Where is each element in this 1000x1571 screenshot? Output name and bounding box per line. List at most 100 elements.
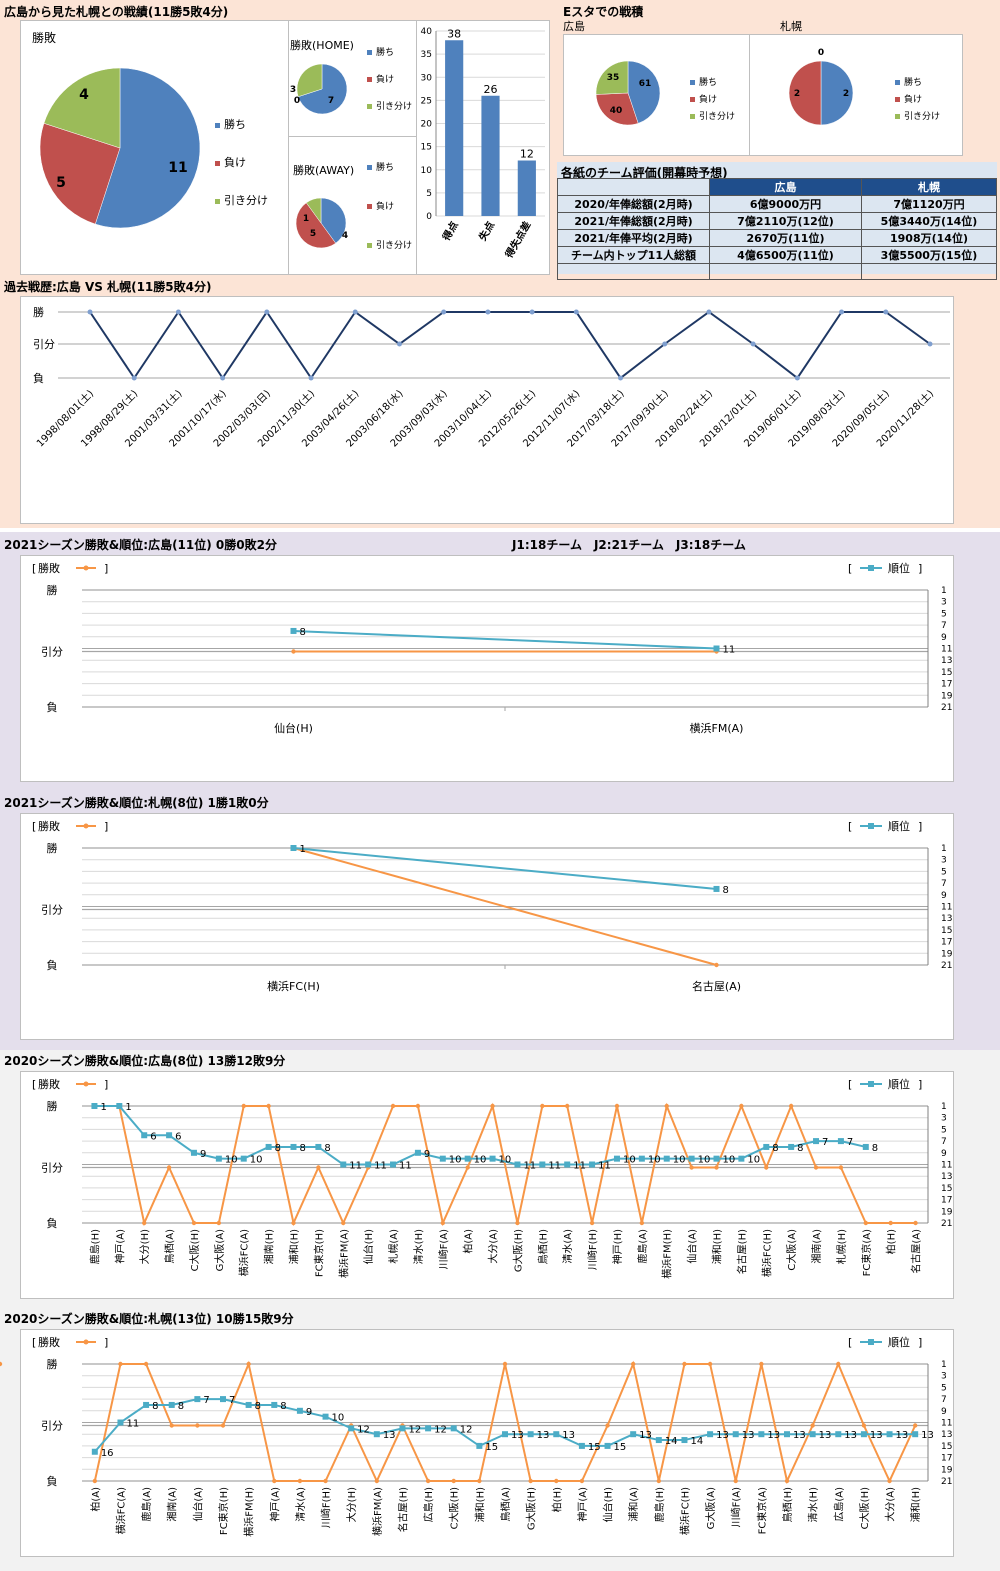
result-point [425, 1478, 431, 1484]
result-y-label: 勝 [47, 841, 58, 855]
rank-tick-label: 11 [941, 1419, 952, 1429]
bar [481, 95, 500, 216]
rank-data-label: 8 [280, 1401, 286, 1412]
estadium-sapporo-legend-swatch [895, 97, 900, 102]
match-label: 川崎F(H) [320, 1487, 333, 1528]
rank-point [271, 1401, 278, 1408]
season-title-3: 2020シーズン勝敗&順位:札幌(13位) 10勝15敗9分 [4, 1312, 294, 1326]
result-point [490, 1103, 495, 1109]
rank-point [168, 1401, 175, 1408]
match-label: G大阪(A) [704, 1487, 717, 1529]
rank-legend-bracket: [ [848, 1078, 852, 1091]
rank-tick-label: 11 [941, 645, 952, 655]
rank-legend-marker [868, 565, 874, 571]
rank-point [539, 1161, 546, 1168]
away-pie-legend-label: 引き分け [376, 240, 412, 251]
history-point [927, 341, 933, 347]
estadium-title: Eスタでの戦積 [563, 5, 644, 19]
history-point [883, 309, 889, 315]
match-label: 浦和(A) [627, 1487, 640, 1522]
match-label: 湘南(A) [810, 1229, 823, 1264]
rank-point [166, 1132, 173, 1139]
rank-data-label: 12 [357, 1424, 370, 1435]
match-label: 大分(A) [884, 1487, 897, 1522]
result-legend-marker [83, 565, 89, 571]
history-point [87, 309, 93, 315]
home-pie-legend-label: 負け [376, 73, 394, 85]
rank-data-label: 16 [101, 1448, 114, 1459]
history-point [529, 309, 535, 315]
home-pie-value: 0 [294, 96, 300, 106]
bar-tick-label: 40 [421, 27, 433, 37]
match-label: 清水(H) [412, 1229, 425, 1264]
result-point [451, 1478, 456, 1484]
match-label: 川崎F(H) [586, 1229, 599, 1270]
rank-data-label: 13 [562, 1430, 575, 1441]
result-y-label: 負 [47, 1217, 58, 1230]
rank-tick-label: 13 [941, 656, 952, 666]
match-label: 札幌(A) [387, 1229, 400, 1264]
result-point [861, 1423, 867, 1428]
history-point [750, 341, 756, 347]
rank-tick-label: 11 [941, 1161, 952, 1171]
result-point [682, 1361, 687, 1367]
away-pie-value: 4 [342, 231, 348, 241]
match-label: 横浜FM(A) [690, 721, 744, 735]
rank-point [390, 1161, 397, 1168]
rank-data-label: 13 [537, 1430, 550, 1441]
match-label: C大阪(H) [188, 1229, 201, 1271]
rank-point [688, 1155, 695, 1162]
rank-data-label: 13 [793, 1430, 806, 1441]
rank-point [116, 1103, 123, 1109]
rank-point [365, 1161, 372, 1168]
match-label: 広島(H) [422, 1487, 435, 1522]
estadium-hiroshima-pie-slice [595, 60, 629, 95]
rank-data-label: 7 [847, 1137, 853, 1148]
result-point [707, 1361, 713, 1367]
match-label: 浦和(H) [711, 1229, 724, 1264]
record-pie-legend-swatch [215, 199, 220, 204]
result-point [912, 1423, 918, 1428]
rank-data-label: 15 [485, 1442, 498, 1453]
rank-tick-label: 1 [941, 586, 947, 596]
result-y-label: 勝 [47, 583, 58, 597]
match-label: FC東京(A) [755, 1487, 768, 1534]
rank-point [837, 1138, 844, 1145]
rank-data-label: 15 [614, 1442, 627, 1453]
bar-tick-label: 15 [421, 143, 432, 153]
rank-point [613, 1155, 620, 1162]
home-pie-legend-swatch [367, 77, 372, 82]
history-point [706, 309, 712, 315]
rank-tick-label: 21 [941, 1477, 952, 1487]
rank-line [94, 1105, 867, 1166]
rank-data-label: 9 [200, 1149, 206, 1160]
rank-point [813, 1138, 820, 1145]
rank-point [713, 885, 720, 892]
match-label: G大阪(H) [511, 1229, 524, 1272]
rank-tick-label: 5 [941, 609, 947, 619]
history-y-label: 負 [33, 372, 44, 385]
rank-legend-bracket: [ [848, 562, 852, 575]
match-label: 横浜FM(A) [371, 1487, 384, 1536]
match-label: 横浜FC(A) [238, 1229, 251, 1276]
rank-data-label: 10 [499, 1155, 512, 1166]
rank-tick-label: 3 [941, 856, 947, 866]
rank-data-label: 11 [598, 1161, 611, 1172]
rank-point [117, 1419, 124, 1426]
match-label: FC東京(H) [312, 1229, 325, 1277]
estadium-sapporo-pie-slice [820, 60, 854, 126]
rank-point [578, 1442, 585, 1449]
rank-data-label: 13 [896, 1430, 909, 1441]
bar-data-label: 26 [484, 83, 498, 96]
away-pie-legend-label: 負け [376, 200, 394, 212]
rank-tick-label: 3 [941, 598, 947, 608]
rank-legend-label: 順位 [888, 561, 910, 575]
rank-data-label: 14 [665, 1436, 678, 1447]
rank-legend-marker [868, 823, 874, 829]
result-point [266, 1103, 271, 1109]
rank-point [862, 1143, 869, 1150]
bar-data-label: 38 [447, 27, 461, 40]
match-label: 鹿島(H) [653, 1487, 666, 1522]
eval-header-cell: 広島 [709, 178, 862, 196]
match-label: 鳥栖(H) [536, 1229, 549, 1264]
